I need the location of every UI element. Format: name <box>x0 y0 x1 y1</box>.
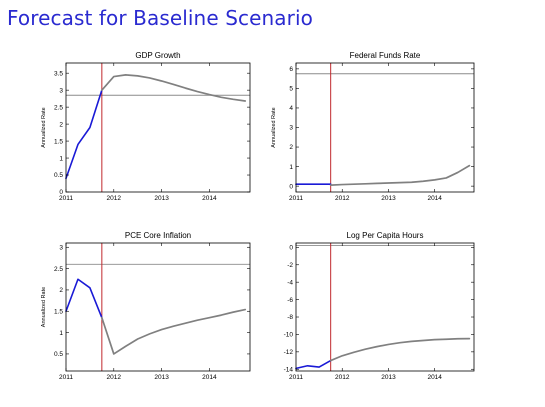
y-tick-label: 3 <box>289 125 293 132</box>
x-tick-label: 2012 <box>107 374 122 381</box>
plot-frame <box>295 242 475 372</box>
forecast-series-line <box>329 164 471 187</box>
x-tick-label: 2013 <box>381 195 396 202</box>
chart-title: Federal Funds Rate <box>350 51 421 60</box>
y-tick-label: 1.5 <box>54 308 63 315</box>
x-tick-label: 2012 <box>335 374 350 381</box>
y-tick-label: 0.5 <box>54 172 63 179</box>
chart-title: Log Per Capita Hours <box>347 231 424 240</box>
y-tick-label: 3 <box>59 244 63 251</box>
y-tick-label: 2 <box>289 144 293 151</box>
y-tick-label: -12 <box>284 349 294 356</box>
x-tick-label: 2013 <box>381 374 396 381</box>
y-tick-label: 1 <box>59 155 63 162</box>
y-tick-label: -14 <box>284 366 294 373</box>
chart-panel-2: Federal Funds Rate Annualized Rate 0 1 2 3 4 5 6… <box>271 51 475 202</box>
forecast-series-line <box>329 337 471 362</box>
y-tick-label: 4 <box>289 105 293 112</box>
x-tick-label: 2014 <box>202 374 217 381</box>
history-series-line <box>295 359 332 370</box>
y-tick-label: 2.5 <box>54 266 63 273</box>
y-axis-label: Annualized Rate <box>271 107 277 147</box>
chart-title: PCE Core Inflation <box>125 231 191 240</box>
history-series-line <box>65 278 103 319</box>
y-tick-label: 5 <box>289 86 293 93</box>
plot-frame <box>295 62 475 193</box>
y-tick-label: 2.5 <box>54 104 63 111</box>
x-tick-label: 2011 <box>59 374 73 381</box>
y-tick-label: 0 <box>59 189 63 196</box>
y-tick-label: -4 <box>287 279 293 286</box>
x-tick-label: 2014 <box>427 195 442 202</box>
y-tick-label: 2 <box>59 287 63 294</box>
y-axis-label: Annualized Rate <box>41 287 47 327</box>
y-tick-label: -6 <box>287 297 293 304</box>
x-tick-label: 2014 <box>202 195 217 202</box>
y-tick-label: -8 <box>287 314 293 321</box>
y-tick-label: 3 <box>59 87 63 94</box>
y-tick-label: 3.5 <box>54 70 63 77</box>
y-tick-label: -10 <box>284 332 294 339</box>
chart-panel-3: PCE Core Inflation Annualized Rate 0.5 1 1.5… <box>41 231 251 381</box>
y-tick-label: 0 <box>289 245 293 252</box>
x-tick-label: 2013 <box>154 374 169 381</box>
y-tick-label: 6 <box>289 66 293 73</box>
forecast-series-line <box>100 74 247 102</box>
forecast-series-line <box>100 308 247 355</box>
y-tick-label: 0 <box>289 183 293 190</box>
x-tick-label: 2014 <box>427 374 442 381</box>
y-axis-label: Annualized Rate <box>41 107 47 147</box>
chart-panel-1: GDP Growth Annualized Rate 0 0.5 1 1.5 2 2.5 3 3.… <box>41 51 251 202</box>
plot-frame <box>65 62 251 193</box>
chart-title: GDP Growth <box>135 51 180 60</box>
x-tick-label: 2012 <box>335 195 350 202</box>
x-tick-label: 2011 <box>289 374 303 381</box>
y-tick-label: 1 <box>59 330 63 337</box>
history-series-line <box>65 89 103 180</box>
y-tick-label: 0.5 <box>54 351 63 358</box>
x-tick-label: 2011 <box>289 195 303 202</box>
chart-panel-4: Log Per Capita Hours0-2-4-6-8-10-12-1420… <box>284 231 475 381</box>
x-tick-label: 2011 <box>59 195 73 202</box>
x-tick-label: 2013 <box>154 195 169 202</box>
y-tick-label: 2 <box>59 121 63 128</box>
x-tick-label: 2012 <box>107 195 122 202</box>
page-title: Forecast for Baseline Scenario <box>7 6 313 30</box>
y-tick-label: 1 <box>289 164 293 171</box>
y-tick-label: -2 <box>287 262 293 269</box>
y-tick-label: 1.5 <box>54 138 63 145</box>
plot-frame <box>65 242 251 372</box>
